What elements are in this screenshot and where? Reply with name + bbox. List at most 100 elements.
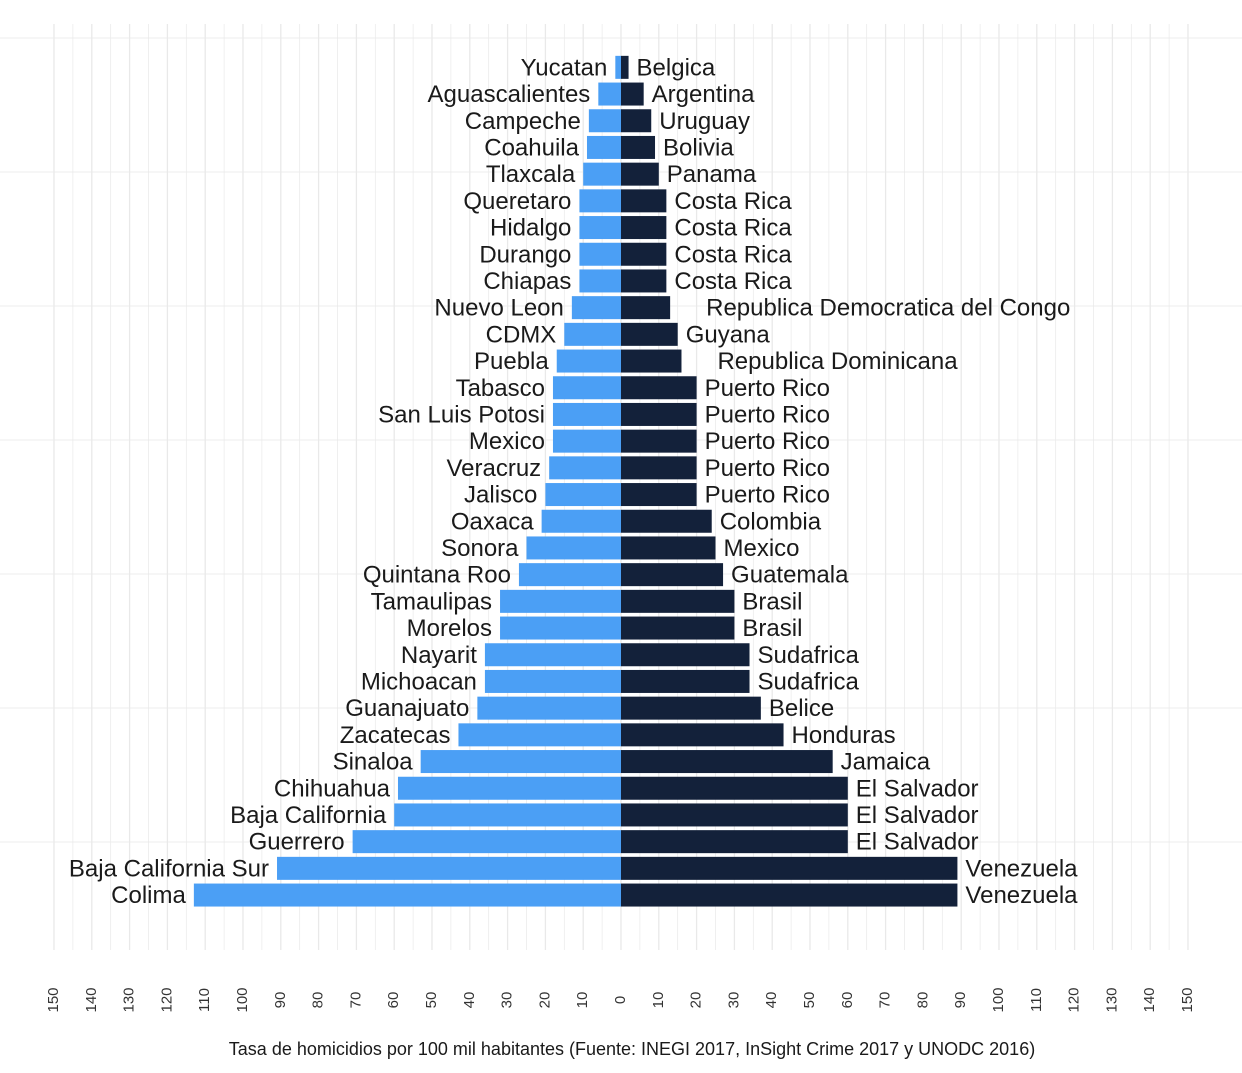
- x-axis-ticks: 150 140 130 120 110 100 90 80 70 60 50 40 30 20 10 0 10 2…: [45, 987, 1196, 1012]
- bar-right: [621, 483, 697, 507]
- x-tick-label: 150: [45, 987, 62, 1012]
- bar-label-right: Venezuela: [965, 855, 1078, 882]
- x-axis-title: Tasa de homicidios por 100 mil habitante…: [229, 1039, 1035, 1059]
- bar-label-right: El Salvador: [856, 802, 979, 829]
- bar-right: [621, 55, 629, 79]
- bar-left: [549, 456, 621, 480]
- bar-right: [621, 616, 735, 640]
- x-tick-label: 80: [914, 992, 931, 1009]
- bar-left: [579, 189, 621, 213]
- x-tick-label: 10: [650, 992, 667, 1009]
- bar-label-left: Veracruz: [446, 455, 541, 482]
- bar-label-left: Quintana Roo: [363, 562, 511, 589]
- bar-right: [621, 322, 678, 346]
- bar-right: [621, 776, 848, 800]
- x-tick-label: 120: [1066, 987, 1083, 1012]
- bar-label-left: San Luis Potosi: [378, 401, 545, 428]
- bar-left: [420, 750, 621, 774]
- bar-label-left: Nayarit: [401, 642, 477, 669]
- bar-label-left: Zacatecas: [340, 722, 451, 749]
- bar-label-left: Yucatan: [521, 54, 608, 81]
- bar-label-right: Republica Dominicana: [717, 348, 958, 375]
- bar-right: [621, 883, 958, 907]
- bar-right: [621, 296, 671, 320]
- bar-left: [564, 322, 621, 346]
- bar-label-left: Puebla: [474, 348, 549, 375]
- x-tick-label: 60: [385, 992, 402, 1009]
- bar-label-left: Oaxaca: [451, 508, 534, 535]
- bar-left: [579, 242, 621, 266]
- bar-label-right: Argentina: [652, 81, 755, 108]
- x-tick-label: 80: [310, 992, 327, 1009]
- bar-label-left: Baja California Sur: [69, 855, 269, 882]
- bar-left: [552, 429, 621, 453]
- bar-right: [621, 456, 697, 480]
- bars: [193, 55, 958, 907]
- bar-label-left: Hidalgo: [490, 215, 571, 242]
- bar-label-left: Michoacan: [361, 668, 477, 695]
- bar-label-left: Campeche: [465, 108, 581, 135]
- bar-right: [621, 109, 652, 133]
- bar-label-right: Costa Rica: [674, 241, 792, 268]
- x-tick-label: 140: [1141, 987, 1158, 1012]
- bar-label-right: Costa Rica: [674, 215, 792, 242]
- x-tick-label: 50: [801, 992, 818, 1009]
- bar-label-right: Puerto Rico: [705, 401, 830, 428]
- bar-right: [621, 269, 667, 293]
- bar-right: [621, 429, 697, 453]
- bar-label-right: Sudafrica: [758, 668, 860, 695]
- bar-labels: Yucatan Belgica Aguascalientes Argentina Cam…: [69, 54, 1078, 909]
- x-tick-label: 140: [83, 987, 100, 1012]
- bar-left: [477, 696, 621, 720]
- bar-label-right: Colombia: [720, 508, 822, 535]
- bar-label-right: Puerto Rico: [705, 375, 830, 402]
- bar-label-left: Durango: [479, 241, 571, 268]
- x-tick-label: 100: [990, 987, 1007, 1012]
- bar-label-left: Queretaro: [463, 188, 571, 215]
- bar-label-right: Puerto Rico: [705, 455, 830, 482]
- x-tick-label: 20: [688, 992, 705, 1009]
- x-tick-label: 10: [574, 992, 591, 1009]
- bar-left: [556, 349, 621, 373]
- bar-left: [541, 509, 621, 533]
- bar-right: [621, 723, 784, 747]
- bar-left: [579, 216, 621, 240]
- x-tick-label: 70: [347, 992, 364, 1009]
- bar-label-left: Guanajuato: [345, 695, 469, 722]
- x-tick-label: 130: [1103, 987, 1120, 1012]
- bar-left: [500, 616, 621, 640]
- bar-label-right: Belice: [769, 695, 834, 722]
- bar-label-right: Belgica: [637, 54, 716, 81]
- x-tick-label: 90: [952, 992, 969, 1009]
- x-tick-label: 120: [158, 987, 175, 1012]
- bar-right: [621, 135, 656, 159]
- x-tick-label: 0: [612, 996, 629, 1004]
- bar-label-right: El Salvador: [856, 829, 979, 856]
- bar-label-left: Baja California: [230, 802, 387, 829]
- bar-left: [552, 376, 621, 400]
- bar-label-right: Jamaica: [841, 749, 931, 776]
- bar-label-right: El Salvador: [856, 775, 979, 802]
- bar-right: [621, 750, 833, 774]
- bar-left: [552, 402, 621, 426]
- bar-label-right: Puerto Rico: [705, 428, 830, 455]
- x-tick-label: 30: [725, 992, 742, 1009]
- bar-label-left: Colima: [111, 882, 186, 909]
- x-tick-label: 110: [196, 988, 213, 1012]
- bar-left: [518, 563, 621, 587]
- bar-label-right: Republica Democratica del Congo: [706, 295, 1070, 322]
- x-tick-label: 40: [461, 992, 478, 1009]
- x-tick-label: 40: [763, 992, 780, 1009]
- bar-label-right: Guatemala: [731, 562, 849, 589]
- bar-label-right: Costa Rica: [674, 188, 792, 215]
- bar-label-left: Morelos: [407, 615, 492, 642]
- bar-left: [352, 830, 621, 854]
- x-tick-label: 130: [121, 987, 138, 1012]
- bar-right: [621, 563, 724, 587]
- bar-label-left: Mexico: [469, 428, 545, 455]
- bar-label-left: Chiapas: [483, 268, 571, 295]
- bar-left: [277, 856, 621, 880]
